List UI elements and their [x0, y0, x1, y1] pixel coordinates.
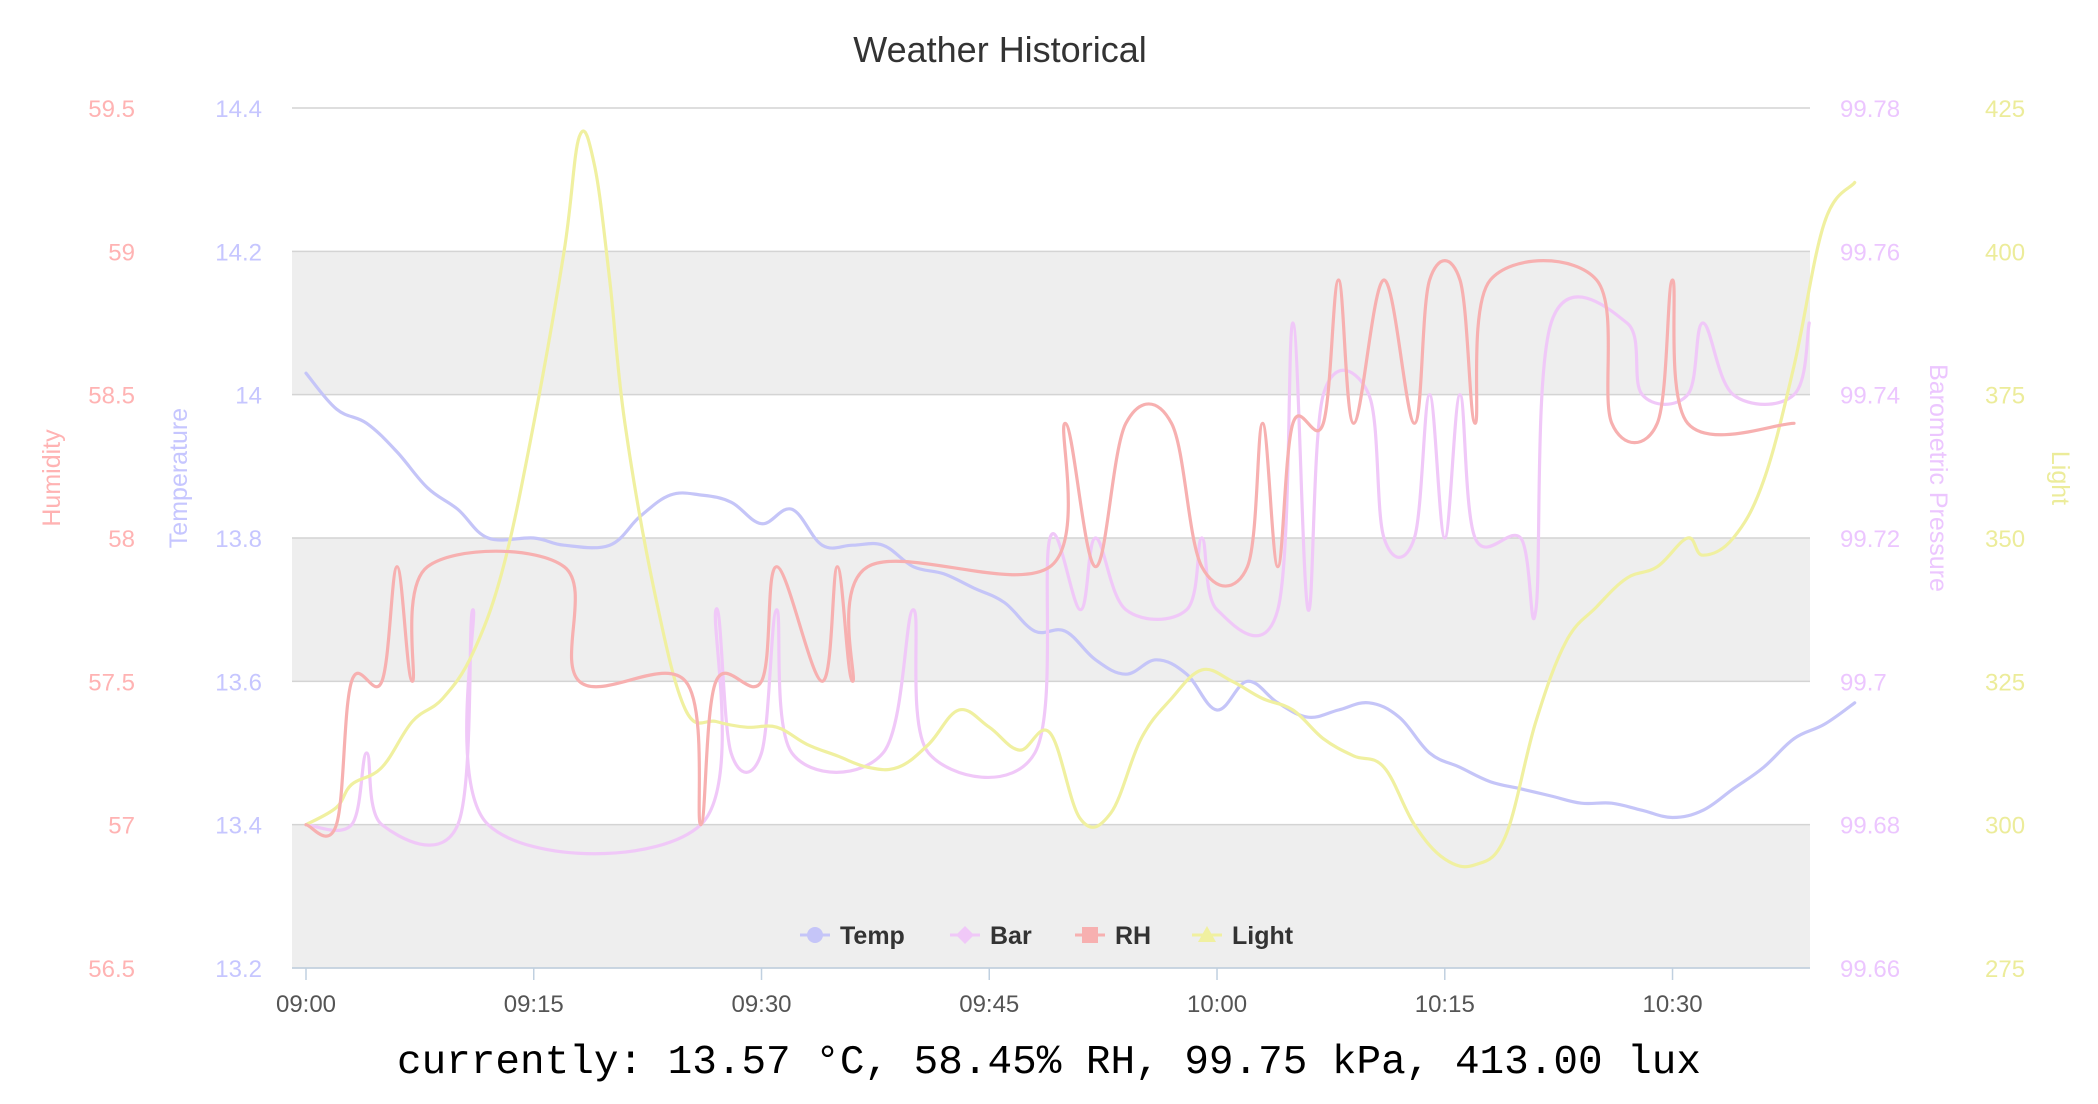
humidity-tick-label: 57: [108, 813, 135, 840]
temperature-tick-label: 13.2: [215, 956, 262, 983]
humidity-tick-label: 58.5: [88, 383, 135, 410]
legend-marker: [807, 927, 823, 943]
temperature-tick-label: 14.4: [215, 96, 262, 123]
plot-band: [292, 538, 1810, 682]
light-axis-title: Light: [2046, 451, 2074, 505]
light-tick-label: 275: [1985, 956, 2025, 983]
light-tick-label: 350: [1985, 526, 2025, 553]
series-bar-line: [304, 295, 1811, 856]
legend-marker: [1198, 926, 1216, 942]
pressure-axis: 99.78 99.76 99.74 99.72 99.7 99.68 99.66 Barome…: [1840, 96, 1952, 983]
temperature-tick-label: 13.8: [215, 526, 262, 553]
temperature-tick-label: 13.4: [215, 813, 262, 840]
humidity-tick-label: 56.5: [88, 956, 135, 983]
humidity-tick-label: 59: [108, 239, 135, 266]
humidity-tick-label: 57.5: [88, 669, 135, 696]
light-axis: 425 400 375 350 325 300 275 Light: [1985, 96, 2074, 983]
temperature-tick-label: 14: [235, 383, 262, 410]
series-light-line: [304, 129, 1857, 869]
legend-label-temp: Temp: [840, 922, 905, 950]
pressure-axis-title: Barometric Pressure: [1924, 364, 1952, 592]
pressure-tick-label: 99.76: [1840, 239, 1900, 266]
grid-lines: [292, 107, 1810, 969]
x-axis: 09:00 09:15 09:30 09:45 10:00 10:15 10:30: [276, 968, 1703, 1018]
pressure-tick-label: 99.72: [1840, 526, 1900, 553]
humidity-axis: 59.5 59 58.5 58 57.5 57 56.5 Humidity: [38, 96, 135, 983]
plot-band: [292, 824, 1810, 968]
temperature-tick-label: 13.6: [215, 669, 262, 696]
humidity-axis-title: Humidity: [38, 429, 66, 527]
humidity-tick-label: 59.5: [88, 96, 135, 123]
pressure-tick-label: 99.66: [1840, 956, 1900, 983]
plot-bands: [292, 251, 1810, 968]
humidity-tick-label: 58: [108, 526, 135, 553]
legend-label-light: Light: [1232, 922, 1294, 950]
series-temp-line: [304, 371, 1857, 820]
legend-label-bar: Bar: [990, 922, 1032, 950]
legend-label-rh: RH: [1115, 922, 1151, 950]
x-tick-label: 09:30: [731, 991, 791, 1018]
legend-marker: [1082, 927, 1098, 943]
legend: Temp Bar RH Light: [800, 922, 1294, 950]
x-tick-label: 10:15: [1415, 991, 1475, 1018]
temperature-axis: 14.4 14.2 14 13.8 13.6 13.4 13.2 Temperature: [165, 96, 262, 983]
pressure-tick-label: 99.74: [1840, 383, 1900, 410]
legend-marker: [956, 926, 974, 944]
current-readings: currently: 13.57 °C, 58.45% RH, 99.75 kP…: [396, 1040, 1701, 1086]
temperature-axis-title: Temperature: [165, 408, 193, 548]
weather-chart: Weather Historical 59.5 59 58.5 58 57.5 57 56.…: [38, 29, 2074, 1018]
light-tick-label: 425: [1985, 96, 2025, 123]
x-tick-label: 10:30: [1642, 991, 1702, 1018]
temperature-tick-label: 14.2: [215, 239, 262, 266]
light-tick-label: 400: [1985, 239, 2025, 266]
chart-title: Weather Historical: [853, 29, 1146, 70]
x-tick-label: 09:45: [959, 991, 1019, 1018]
light-tick-label: 375: [1985, 383, 2025, 410]
x-tick-label: 10:00: [1187, 991, 1247, 1018]
x-tick-label: 09:15: [504, 991, 564, 1018]
series-rh-line: [304, 259, 1796, 838]
light-tick-label: 325: [1985, 669, 2025, 696]
pressure-tick-label: 99.7: [1840, 669, 1887, 696]
pressure-tick-label: 99.78: [1840, 96, 1900, 123]
pressure-tick-label: 99.68: [1840, 813, 1900, 840]
light-tick-label: 300: [1985, 813, 2025, 840]
x-tick-label: 09:00: [276, 991, 336, 1018]
series-lines: [304, 129, 1857, 869]
plot-band: [292, 251, 1810, 395]
